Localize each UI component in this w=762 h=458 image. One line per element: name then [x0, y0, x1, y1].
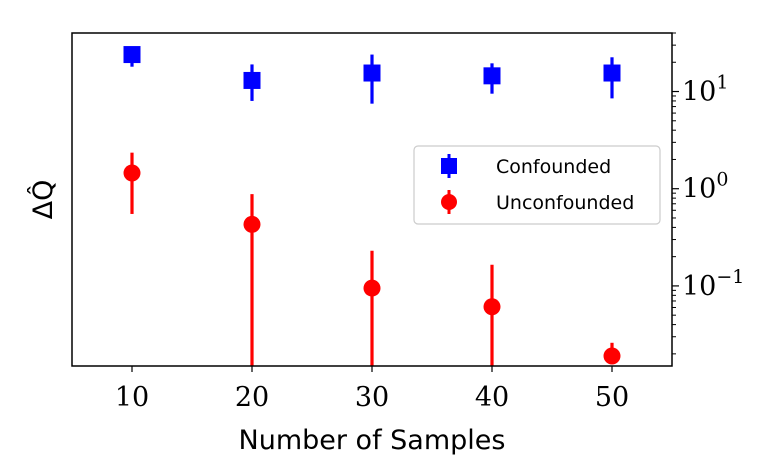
- legend-label: Confounded: [496, 156, 611, 178]
- legend-label: Unconfounded: [496, 192, 634, 214]
- y-axis-label: ΔQ̂: [27, 180, 59, 220]
- data-point: [123, 164, 141, 182]
- x-axis-label: Number of Samples: [239, 425, 506, 456]
- series-unconfounded: [123, 152, 621, 366]
- data-point: [483, 67, 501, 85]
- x-tick-label: 50: [595, 382, 629, 413]
- legend-circle-marker: [441, 194, 457, 210]
- y-tick-label: 10−1: [682, 266, 744, 302]
- legend-square-marker: [441, 158, 457, 174]
- legend: Confounded Unconfounded: [413, 145, 661, 225]
- data-point: [363, 279, 381, 297]
- data-point: [603, 64, 621, 82]
- data-point: [243, 71, 261, 89]
- x-tick-label: 40: [475, 382, 509, 413]
- plot-marks: [123, 46, 621, 366]
- y-tick-label: 100: [682, 169, 728, 205]
- x-tick-label: 30: [355, 382, 389, 413]
- legend-box: [413, 145, 661, 225]
- x-tick-label: 20: [235, 382, 269, 413]
- x-tick-label: 10: [115, 382, 149, 413]
- axes: 10 20 30 40 50 101 100 10−1: [115, 32, 744, 413]
- data-point: [603, 347, 621, 365]
- series-confounded: [123, 46, 621, 104]
- data-point: [483, 298, 501, 316]
- data-point: [243, 215, 261, 233]
- data-point: [363, 64, 381, 82]
- data-point: [123, 46, 141, 64]
- y-tick-label: 101: [682, 72, 728, 108]
